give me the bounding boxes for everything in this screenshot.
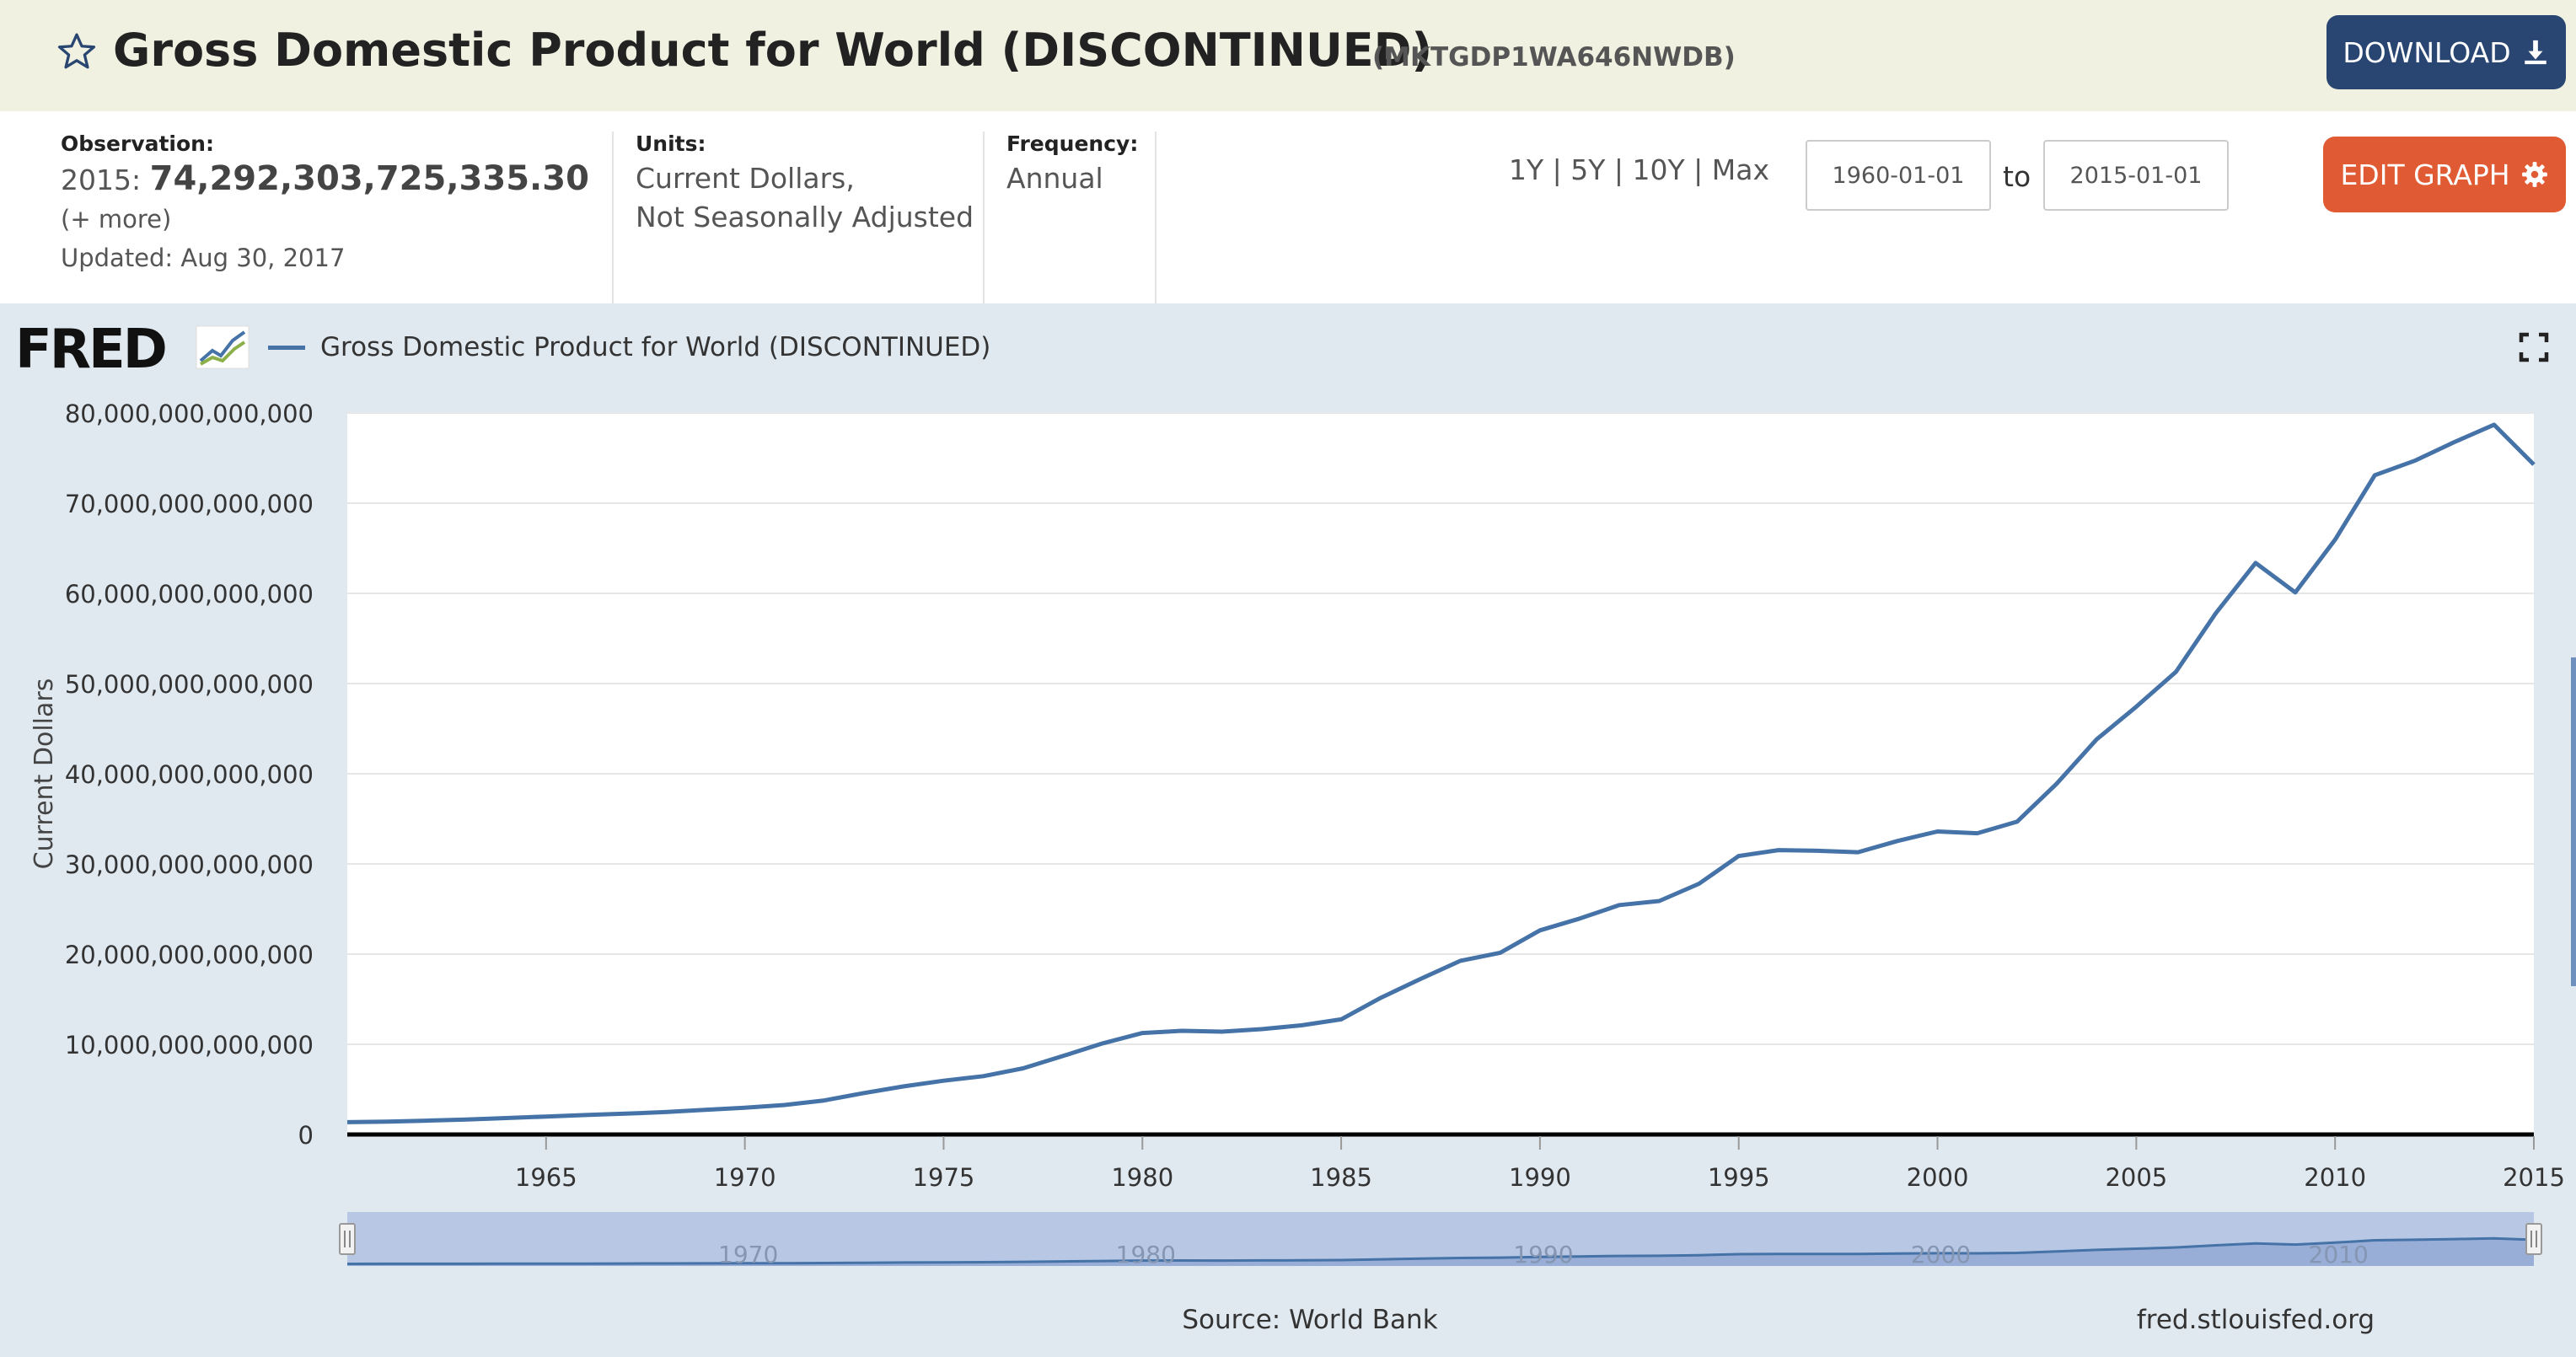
divider (983, 131, 985, 303)
chart-legend[interactable]: Gross Domestic Product for World (DISCON… (268, 332, 990, 362)
x-tick-label: 1970 (714, 1163, 776, 1192)
y-tick-label: 10,000,000,000,000 (65, 1031, 314, 1059)
range-5y[interactable]: 5Y (1570, 153, 1606, 186)
x-tick-label: 2005 (2105, 1163, 2167, 1192)
fred-chart-logo-icon (196, 325, 250, 369)
download-label: DOWNLOAD (2343, 35, 2511, 69)
units-block: Units: Current Dollars, Not Seasonally A… (636, 131, 974, 237)
observation-value: 74,292,303,725,335.30 (149, 159, 589, 198)
units-line-2: Not Seasonally Adjusted (636, 201, 974, 233)
start-date-input[interactable]: 1960-01-01 (1806, 140, 1991, 211)
y-tick-label: 60,000,000,000,000 (65, 580, 314, 609)
navigator-handle-left[interactable] (339, 1223, 356, 1255)
series-id: (MKTGDP1WA646NWDB) (1372, 42, 1736, 72)
header-bar: Gross Domestic Product for World (DISCON… (0, 0, 2576, 111)
y-tick-label: 30,000,000,000,000 (65, 850, 314, 879)
y-axis-title: Current Dollars (30, 678, 59, 870)
legend-line-swatch (268, 345, 305, 350)
navigator-tick-label: 2000 (1911, 1241, 1971, 1268)
download-button[interactable]: DOWNLOAD (2326, 15, 2566, 89)
observation-label: Observation: (61, 131, 214, 156)
observation-line: 2015: 74,292,303,725,335.30 (61, 159, 589, 200)
edit-graph-button[interactable]: EDIT GRAPH (2323, 137, 2566, 212)
observation-block: Observation: 2015: 74,292,303,725,335.30… (61, 131, 589, 277)
star-icon[interactable] (56, 30, 98, 72)
divider (612, 131, 614, 303)
range-selector: 1Y | 5Y | 10Y | Max (1509, 153, 1770, 186)
download-icon (2524, 40, 2546, 65)
divider (1155, 131, 1157, 303)
y-tick-label: 40,000,000,000,000 (65, 760, 314, 789)
range-1y[interactable]: 1Y (1509, 153, 1544, 186)
navigator-tick-label: 1990 (1513, 1241, 1573, 1268)
legend-label: Gross Domestic Product for World (DISCON… (320, 332, 991, 362)
info-bar: Observation: 2015: 74,292,303,725,335.30… (0, 111, 2576, 303)
updated-date: Updated: Aug 30, 2017 (61, 244, 346, 272)
x-tick-label: 2010 (2304, 1163, 2366, 1192)
page-scrollbar[interactable] (2571, 657, 2576, 986)
chart-area: 0 10,000,000,000,000 20,000,000,000,000 30,… (30, 400, 2576, 1335)
navigator-tick-label: 1980 (1116, 1241, 1176, 1268)
y-tick-label: 70,000,000,000,000 (65, 490, 314, 518)
source-credit: Source: World Bank (1182, 1305, 1437, 1335)
x-tick-label: 2000 (1907, 1163, 1969, 1192)
navigator-line (346, 1236, 2535, 1265)
frequency-block: Frequency: Annual (1006, 131, 1138, 198)
frequency-label: Frequency: (1006, 131, 1139, 156)
edit-graph-label: EDIT GRAPH (2340, 158, 2510, 191)
x-tick-label: 1980 (1111, 1163, 1173, 1192)
page-title: Gross Domestic Product for World (DISCON… (113, 24, 1433, 77)
navigator-handle-right[interactable] (2525, 1223, 2542, 1255)
series-line (346, 422, 2536, 1124)
y-tick-label: 80,000,000,000,000 (65, 400, 314, 428)
to-label: to (2003, 160, 2031, 193)
x-tick-label: 2015 (2503, 1163, 2565, 1192)
end-date-input[interactable]: 2015-01-01 (2043, 140, 2229, 211)
fullscreen-icon[interactable] (2519, 332, 2549, 362)
site-credit[interactable]: fred.stlouisfed.org (2137, 1305, 2375, 1335)
units-line-1: Current Dollars, (636, 162, 855, 195)
x-tick-label: 1985 (1310, 1163, 1372, 1192)
y-tick-label: 0 (298, 1121, 314, 1150)
range-max[interactable]: Max (1711, 153, 1770, 186)
more-link[interactable]: (+ more) (61, 205, 172, 233)
y-tick-label: 20,000,000,000,000 (65, 941, 314, 969)
observation-year: 2015: (61, 164, 142, 196)
fred-logo: FRED (15, 319, 168, 381)
range-10y[interactable]: 10Y (1632, 153, 1685, 186)
navigator-tick-label: 1970 (718, 1241, 778, 1268)
x-tick-label: 1995 (1708, 1163, 1770, 1192)
frequency-value: Annual (1006, 162, 1103, 195)
gear-icon (2521, 162, 2547, 187)
units-label: Units: (636, 131, 706, 156)
x-tick-label: 1990 (1509, 1163, 1571, 1192)
y-tick-label: 50,000,000,000,000 (65, 670, 314, 699)
navigator-area (347, 1238, 2534, 1266)
x-tick-label: 1965 (515, 1163, 577, 1192)
x-tick-label: 1975 (913, 1163, 975, 1192)
navigator-tick-label: 2010 (2309, 1241, 2369, 1268)
